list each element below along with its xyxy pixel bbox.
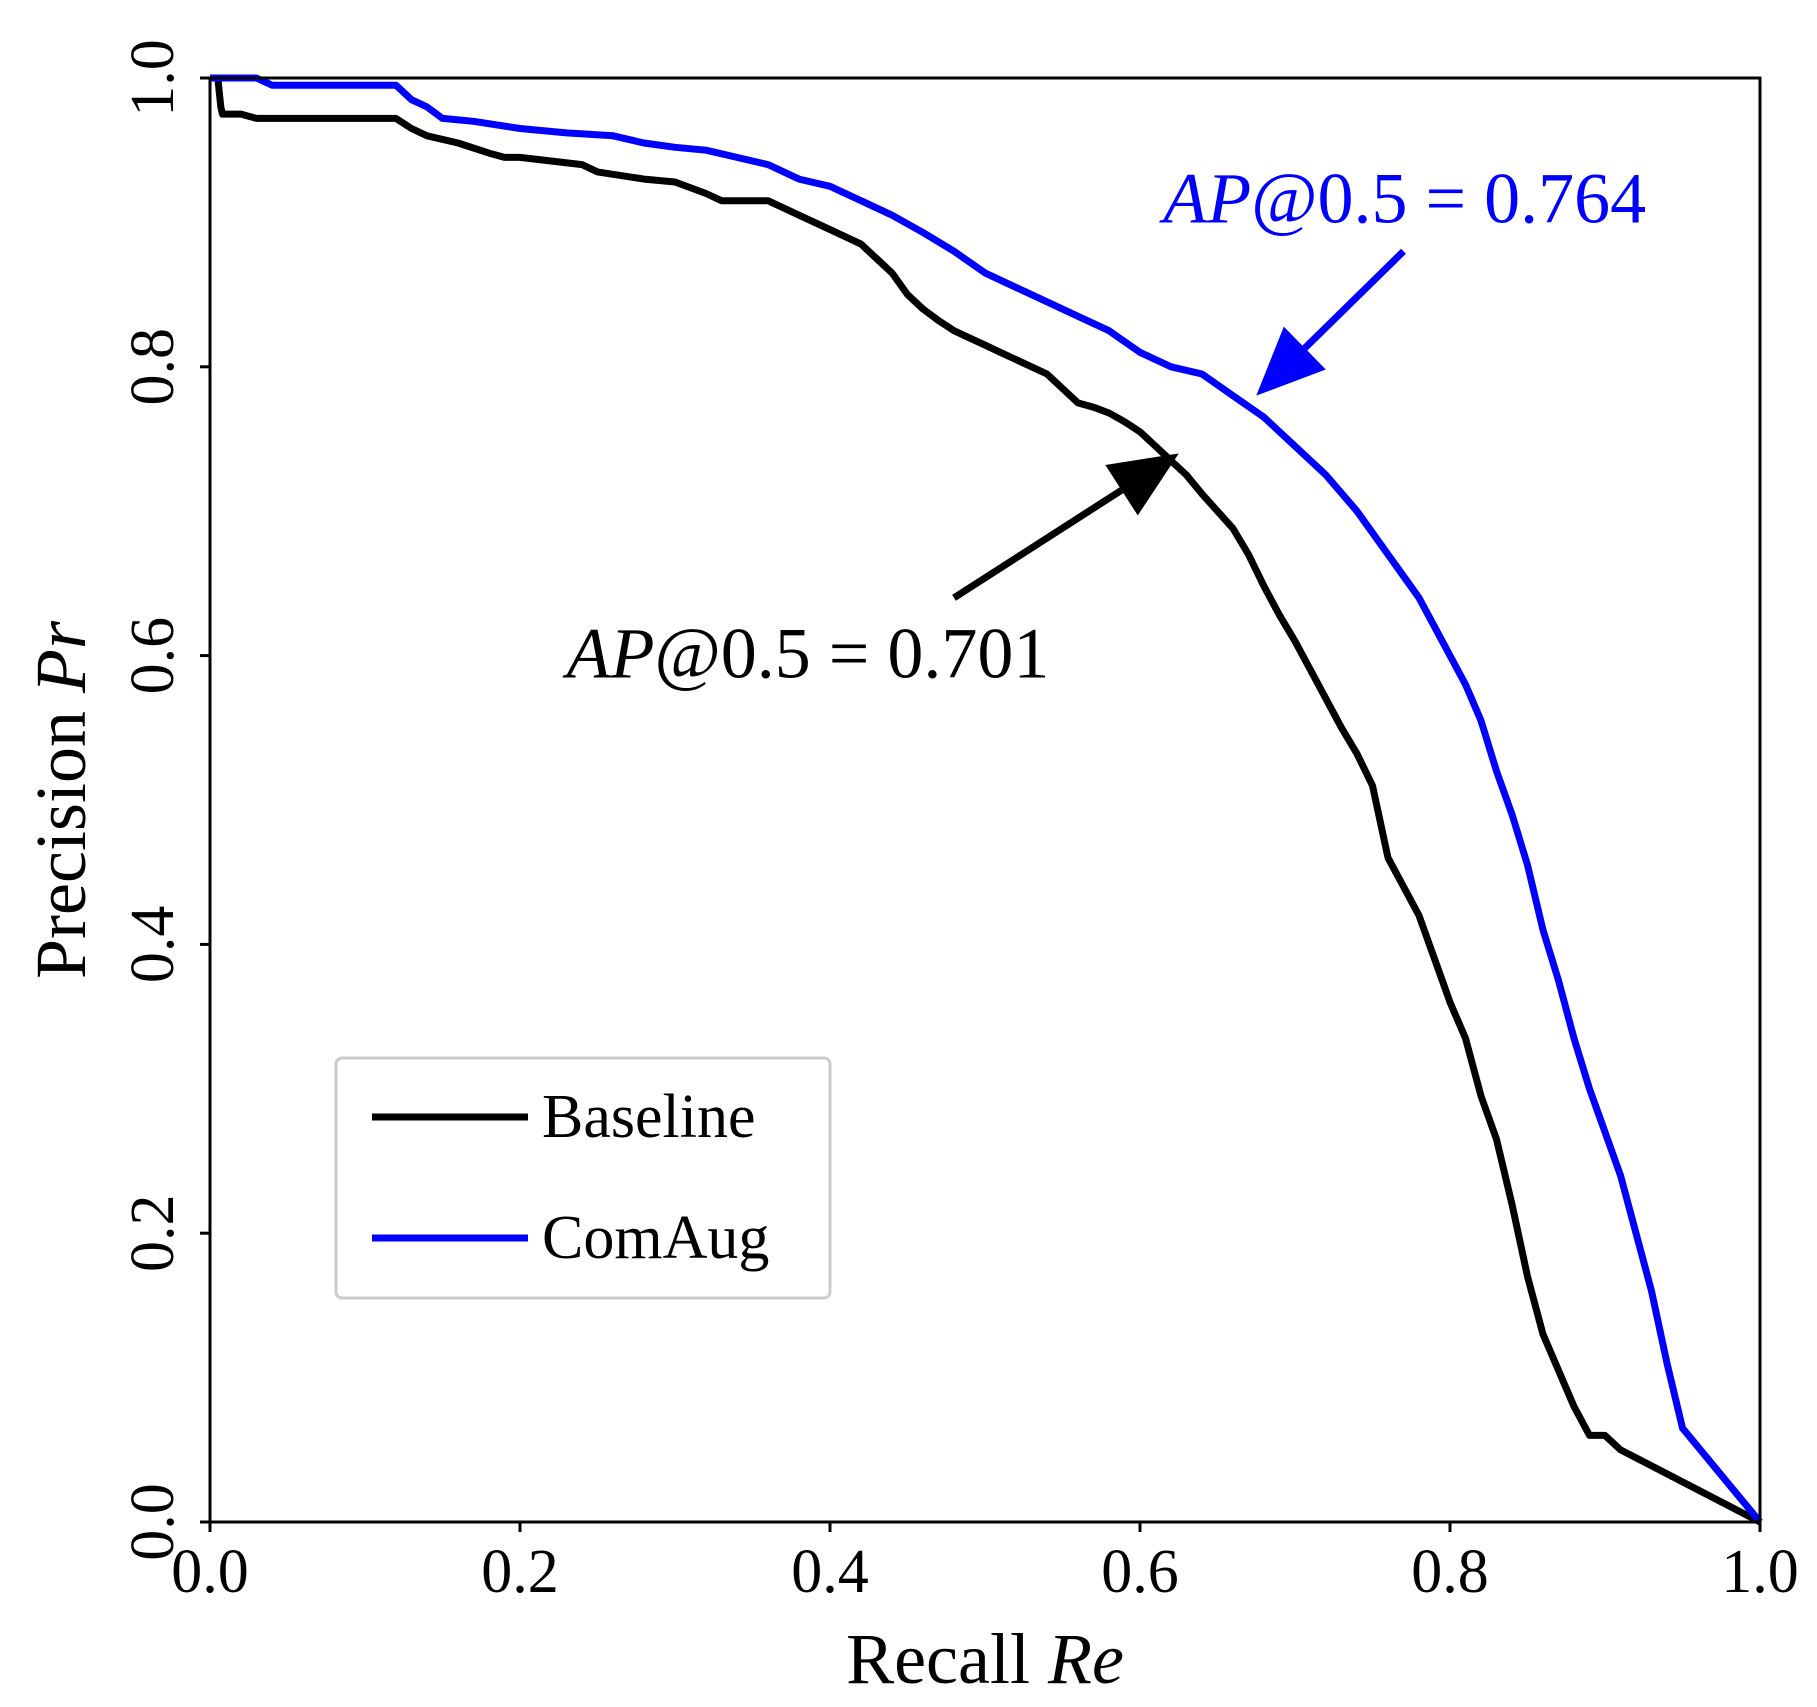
y-tick-label: 0.0 xyxy=(119,1483,187,1561)
x-tick-label: 0.6 xyxy=(1101,1538,1179,1606)
x-axis-title-text: Recall xyxy=(846,1619,1048,1699)
series-line-comaug xyxy=(210,74,1763,1525)
y-tick-label: 0.4 xyxy=(119,906,187,984)
y-tick-label: 0.6 xyxy=(119,617,187,695)
annotation-arrow-baseline xyxy=(952,487,1124,601)
annotation-label-baseline: AP@0.5 = 0.701 xyxy=(563,613,1050,693)
x-tick-label: 0.0 xyxy=(171,1538,249,1606)
series-line-baseline xyxy=(214,77,1762,1526)
legend-label-baseline: Baseline xyxy=(542,1083,756,1151)
series-layer xyxy=(210,74,1763,1526)
annotation-var: AP xyxy=(563,613,655,693)
annotation-value: @0.5 = 0.764 xyxy=(1251,158,1646,238)
x-axis-title-var: Re xyxy=(1047,1619,1124,1699)
x-axis-ticks: 0.0 0.2 0.4 0.6 0.8 1.0 xyxy=(171,1522,1799,1606)
y-axis-title-text: Precision xyxy=(21,693,101,979)
annotation-arrowhead-baseline xyxy=(1105,453,1179,516)
x-tick-label: 0.8 xyxy=(1411,1538,1489,1606)
y-tick-label: 1.0 xyxy=(119,39,187,117)
x-tick-label: 0.4 xyxy=(791,1538,869,1606)
annotation-arrowhead-comaug xyxy=(1256,326,1326,396)
annotation-value: @0.5 = 0.701 xyxy=(654,613,1049,693)
annotation-var: AP xyxy=(1159,158,1251,238)
annotation-arrow-comaug xyxy=(1302,248,1406,351)
legend-label-comaug: ComAug xyxy=(542,1204,769,1272)
y-tick-label: 0.8 xyxy=(119,328,187,406)
y-axis-ticks: 0.0 0.2 0.4 0.6 0.8 1.0 xyxy=(119,39,210,1561)
plot-frame xyxy=(208,76,1762,1524)
y-axis-title-var: Pr xyxy=(21,620,101,694)
y-axis-title: Precision Pr xyxy=(21,620,101,979)
legend: Baseline ComAug xyxy=(334,1056,832,1300)
annotation-label-comaug: AP@0.5 = 0.764 xyxy=(1159,158,1646,238)
x-tick-label: 1.0 xyxy=(1721,1538,1799,1606)
y-tick-label: 0.2 xyxy=(119,1194,187,1272)
x-axis-title: Recall Re xyxy=(846,1619,1124,1699)
x-tick-label: 0.2 xyxy=(481,1538,559,1606)
